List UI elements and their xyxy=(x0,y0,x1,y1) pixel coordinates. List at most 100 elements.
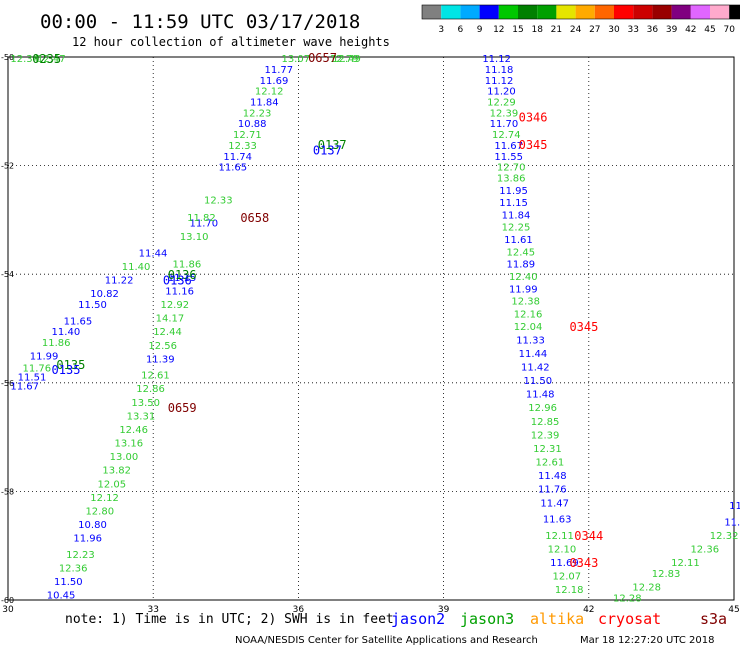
wave-height-label: 11.82 xyxy=(187,213,216,224)
wave-height-label: 11.47 xyxy=(540,498,569,509)
color-scale-swatch xyxy=(537,5,557,19)
x-tick-label: 42 xyxy=(583,605,594,615)
wave-height-label: 11.40 xyxy=(52,327,81,338)
x-tick-label: 45 xyxy=(728,605,739,615)
pass-time-label: 0658 xyxy=(240,211,269,225)
color-scale-border xyxy=(421,4,740,20)
wave-height-label: 11.86 xyxy=(173,259,202,270)
wave-height-label: 12.74 xyxy=(492,130,521,141)
wave-height-label: 12.28 xyxy=(632,582,661,593)
color-scale-label: 18 xyxy=(531,25,543,35)
wave-height-label: 11.74 xyxy=(223,152,252,163)
color-scale-swatch xyxy=(710,5,730,19)
wave-height-label: 11.69 xyxy=(260,76,289,87)
wave-height-label: 13.50 xyxy=(131,398,160,409)
wave-height-label: 12.32 xyxy=(710,531,739,542)
pass-time-label: 0137 xyxy=(313,143,342,157)
color-scale-swatch xyxy=(671,5,691,19)
wave-height-label: 11.12 xyxy=(485,76,514,87)
wave-height-label: 12.38 xyxy=(511,296,540,307)
wave-height-label: 11.20 xyxy=(487,87,516,98)
color-scale-label: 3 xyxy=(438,25,444,35)
color-scale-swatch xyxy=(729,5,740,19)
color-scale-label: 36 xyxy=(647,25,659,35)
color-scale-label: 33 xyxy=(627,25,638,35)
wave-height-label: 12.39 xyxy=(531,430,560,441)
wave-height-label: 11.18 xyxy=(485,65,514,76)
plot-area: 30 33 36 39 42 45 -50 -52 -54 -56 -58 -60 12.3412.47… xyxy=(1,51,740,615)
wave-height-label: 12.45 xyxy=(507,247,536,258)
wave-height-label: 13.10 xyxy=(180,232,209,243)
wave-height-label: 13.00 xyxy=(110,452,139,463)
wave-height-label: 11.67 xyxy=(494,141,523,152)
wave-height-label: 11.44 xyxy=(519,349,548,360)
wave-height-label: 12.23 xyxy=(66,550,95,561)
legend-entry-cryosat: cryosat xyxy=(598,610,661,628)
pass-time-label: 0136 xyxy=(163,274,192,288)
wave-height-label: 11.16 xyxy=(165,286,194,297)
footer-credit: NOAA/NESDIS Center for Satellite Applica… xyxy=(235,635,538,646)
wave-height-label: 11.70 xyxy=(490,119,519,130)
color-scale-swatch xyxy=(422,5,442,19)
color-scale-swatch xyxy=(441,5,461,19)
wave-height-label: 11.95 xyxy=(499,186,528,197)
wave-height-label: 11.39 xyxy=(146,354,175,365)
wave-height-label: 11. xyxy=(729,501,740,512)
satellite-legend: jason2 jason3 altika cryosat s3a xyxy=(391,610,727,628)
color-scale-label: 6 xyxy=(458,25,464,35)
wave-height-label: 12.12 xyxy=(90,493,119,504)
wave-height-label: 13.82 xyxy=(102,466,131,477)
wave-height-label: 11.40 xyxy=(122,262,151,273)
wave-height-label: 11.89 xyxy=(507,259,536,270)
footer-note: note: 1) Time is in UTC; 2) SWH is in fe… xyxy=(65,612,394,627)
color-scale-swatch xyxy=(690,5,710,19)
wave-height-label: 12.71 xyxy=(233,130,262,141)
color-scale-swatch xyxy=(518,5,538,19)
color-scale-label: 24 xyxy=(570,25,582,35)
wave-height-label: 11.33 xyxy=(516,335,545,346)
wave-height-label: 11.99 xyxy=(30,352,59,363)
wave-height-label: 12.83 xyxy=(652,569,681,580)
wave-height-label: 11.93 xyxy=(724,517,740,528)
wave-height-label: 11.42 xyxy=(521,363,550,374)
wave-height-label: 12.29 xyxy=(487,98,516,109)
color-scale-label: 42 xyxy=(685,25,696,35)
color-scale-swatch xyxy=(460,5,480,19)
pass-time-label: 0345 xyxy=(569,320,598,334)
wave-height-label: 11.69 xyxy=(550,558,579,569)
wave-height-label: 12.12 xyxy=(255,87,284,98)
wave-height-label: 12.34 xyxy=(10,54,39,65)
wave-height-label: 12.80 xyxy=(85,506,114,517)
color-scale-swatch xyxy=(633,5,653,19)
color-scale-swatch xyxy=(594,5,614,19)
y-tick-label: -56 xyxy=(1,379,14,388)
wave-height-label: 11.50 xyxy=(78,300,107,311)
wave-height-label: 12.96 xyxy=(528,403,557,414)
wave-height-label: 11.15 xyxy=(499,198,528,209)
wave-height-label: 12.44 xyxy=(153,327,182,338)
wave-height-label: 11.77 xyxy=(265,65,294,76)
color-scale-label: 15 xyxy=(512,25,523,35)
x-tick-label: 33 xyxy=(147,605,158,615)
plot-frame xyxy=(7,56,735,601)
wave-height-label: 11.50 xyxy=(523,376,552,387)
color-scale-swatch xyxy=(479,5,499,19)
wave-height-label: 11.65 xyxy=(64,316,93,327)
wave-height-label: 12.49 xyxy=(332,54,361,65)
legend-entry-jason2: jason2 xyxy=(391,610,445,628)
wave-height-label: 11.51 xyxy=(18,372,47,383)
pass-time-label: 0345 xyxy=(519,138,548,152)
y-tick-label: -54 xyxy=(1,270,14,279)
wave-height-label: 11.48 xyxy=(526,390,555,401)
pass-time-label: 0135 xyxy=(56,358,85,372)
color-scale-label: 45 xyxy=(704,25,715,35)
wave-height-label: 11.84 xyxy=(250,98,279,109)
wave-height-label: 12.70 xyxy=(497,163,526,174)
color-scale-swatch xyxy=(556,5,576,19)
wave-height-label: 11.70 xyxy=(190,219,219,230)
color-scale-label: 30 xyxy=(608,25,620,35)
wave-height-label: 12.36 xyxy=(59,563,88,574)
wave-height-label: 12.92 xyxy=(160,300,189,311)
wave-height-label: 11.76 xyxy=(23,364,52,375)
